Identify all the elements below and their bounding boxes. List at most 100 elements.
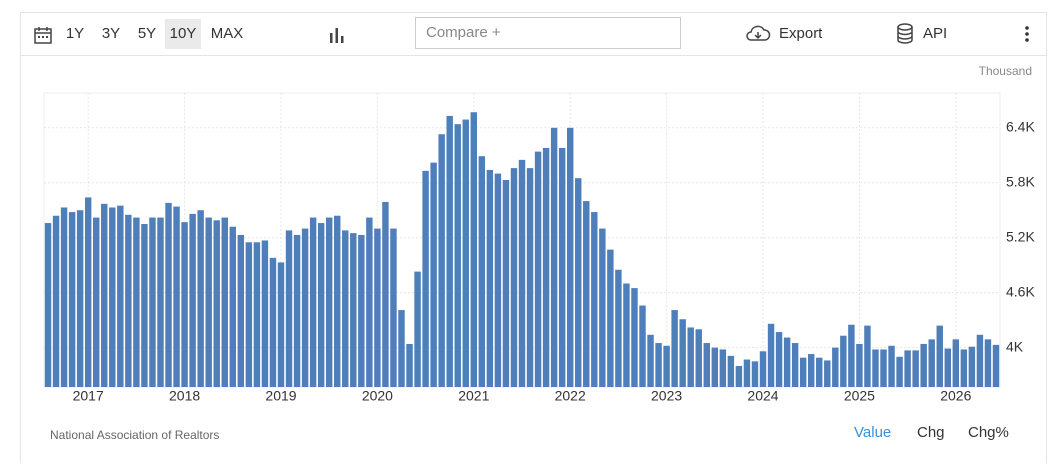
bar — [93, 217, 100, 387]
bar — [60, 207, 68, 387]
bar — [807, 354, 815, 387]
bar — [984, 339, 992, 387]
x-tick-label: 2025 — [844, 388, 875, 404]
range-button[interactable]: 10Y — [165, 19, 201, 49]
range-button[interactable]: 1Y — [65, 25, 85, 42]
y-tick-label: 5.2K — [1006, 228, 1035, 244]
bar — [157, 217, 164, 387]
x-tick-label: 2019 — [265, 388, 296, 404]
bar — [197, 210, 204, 387]
tab[interactable]: Chg% — [968, 424, 1009, 441]
bar — [840, 335, 847, 387]
bar — [832, 347, 839, 387]
range-button[interactable]: 5Y — [137, 25, 157, 42]
x-tick-label: 2018 — [169, 388, 200, 404]
x-tick-label: 2022 — [555, 388, 586, 404]
bar — [68, 212, 76, 387]
bar — [374, 228, 381, 387]
bar — [334, 215, 341, 387]
bar — [591, 212, 598, 387]
x-tick-label: 2024 — [747, 388, 778, 404]
bar — [583, 201, 590, 387]
bar — [101, 203, 108, 387]
bar — [221, 217, 228, 387]
bar — [743, 359, 751, 387]
tab[interactable]: Chg — [917, 424, 945, 441]
bar — [960, 349, 968, 387]
bar — [277, 262, 285, 387]
unit-label: Thousand — [979, 64, 1032, 78]
bar — [253, 242, 261, 387]
bar — [52, 215, 60, 387]
bar — [165, 202, 172, 387]
bar — [526, 168, 534, 387]
bar — [382, 201, 389, 387]
bar — [864, 325, 871, 387]
bar — [486, 169, 494, 387]
bar — [558, 147, 566, 387]
bar — [936, 325, 943, 387]
bar — [968, 346, 976, 387]
bar — [293, 234, 301, 387]
bar — [261, 240, 269, 387]
bar — [655, 343, 662, 387]
bar — [510, 168, 518, 387]
bar — [189, 213, 196, 387]
bar — [149, 217, 156, 387]
bar — [285, 230, 293, 387]
bar — [751, 361, 759, 387]
bar — [880, 349, 887, 387]
bar — [679, 319, 686, 387]
bar — [301, 228, 309, 387]
bar — [245, 242, 253, 387]
bar — [767, 323, 775, 387]
source: National Association of Realtors — [50, 428, 220, 442]
bar — [695, 329, 702, 387]
bar — [470, 112, 478, 387]
bar — [454, 124, 461, 387]
compare-input[interactable]: Compare + — [415, 17, 681, 49]
bar — [888, 345, 895, 387]
bar — [422, 170, 429, 387]
bar — [816, 357, 823, 387]
bar — [398, 310, 405, 387]
bar — [550, 127, 558, 387]
api-icon[interactable] — [895, 23, 915, 45]
bar — [518, 159, 526, 387]
bar — [631, 288, 638, 387]
more-icon[interactable] — [1021, 25, 1033, 45]
bar — [928, 339, 935, 387]
x-tick-label: 2026 — [940, 388, 971, 404]
bar — [663, 345, 670, 387]
export-button[interactable]: Export — [779, 25, 823, 42]
bar — [213, 220, 220, 387]
range-button[interactable]: 3Y — [101, 25, 121, 42]
bar — [430, 162, 437, 387]
y-tick-label: 5.8K — [1006, 173, 1035, 189]
api-button[interactable]: API — [923, 25, 948, 42]
calendar-icon[interactable] — [33, 25, 53, 45]
chart: Thousand 4K 4.6K 5.2K 5.8K 6.4K 2017 2018 2019 2… — [43, 64, 1035, 404]
range-button[interactable]: MAX — [210, 25, 244, 42]
y-tick-label: 4K — [1006, 338, 1024, 354]
bar — [623, 283, 630, 387]
bar — [84, 197, 92, 387]
bar — [791, 343, 799, 387]
bar — [944, 348, 951, 387]
bar — [325, 217, 333, 387]
y-tick-label: 4.6K — [1006, 283, 1035, 299]
bar — [125, 214, 132, 387]
bar — [639, 305, 646, 387]
export-icon[interactable] — [745, 24, 771, 44]
bar — [44, 223, 52, 387]
bar — [824, 360, 831, 387]
bar — [446, 115, 453, 388]
widget: 1Y 3Y 5Y 10Y MAX Compare + Export API — [20, 12, 1047, 463]
chart-type-icon[interactable] — [327, 25, 347, 45]
tab[interactable]: Value — [854, 424, 892, 441]
bar — [607, 249, 614, 387]
bar — [566, 127, 574, 387]
bar — [952, 339, 960, 387]
bar — [727, 355, 735, 387]
